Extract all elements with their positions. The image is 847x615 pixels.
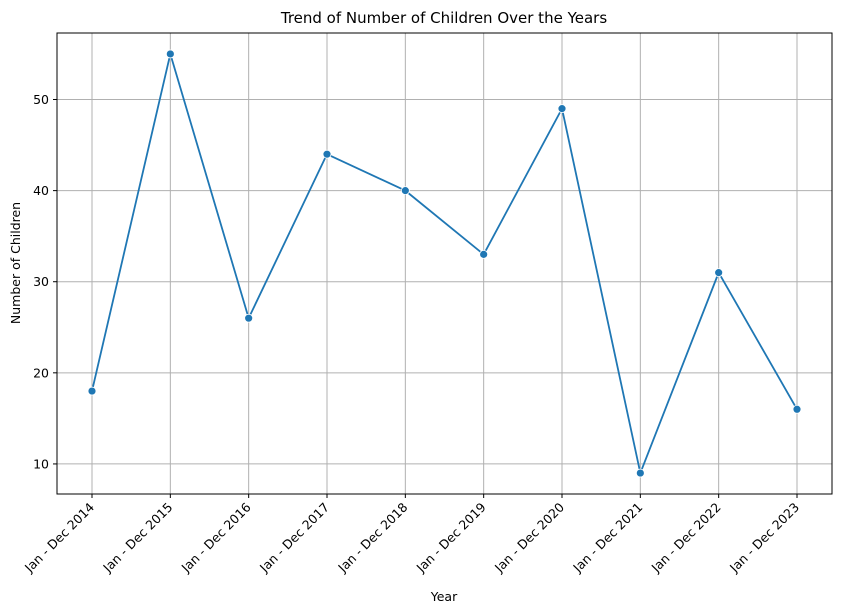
data-point — [635, 468, 645, 478]
x-tick-label: Jan - Dec 2017 — [256, 500, 332, 576]
data-point — [792, 404, 802, 414]
data-point — [479, 249, 489, 259]
x-tick-label: Jan - Dec 2023 — [726, 500, 802, 576]
x-axis-label: Year — [430, 589, 458, 604]
data-point — [400, 186, 410, 196]
x-tick-label: Jan - Dec 2015 — [99, 500, 175, 576]
data-point — [322, 149, 332, 159]
x-tick-label: Jan - Dec 2014 — [21, 499, 97, 575]
chart-title: Trend of Number of Children Over the Yea… — [280, 9, 607, 27]
data-point — [557, 104, 567, 114]
plot-frame — [56, 32, 833, 495]
data-point — [244, 313, 254, 323]
y-tick-label: 50 — [33, 92, 49, 107]
x-tick-label: Jan - Dec 2016 — [178, 499, 254, 575]
data-point — [714, 268, 724, 278]
x-tick-label: Jan - Dec 2020 — [491, 499, 567, 575]
grid-layer — [57, 33, 832, 494]
x-tick-label: Jan - Dec 2021 — [569, 500, 645, 576]
x-tick-label: Jan - Dec 2018 — [334, 499, 410, 575]
y-axis-label: Number of Children — [8, 202, 23, 324]
y-tick-label: 20 — [33, 365, 49, 380]
series-line — [91, 53, 798, 474]
data-point — [87, 386, 97, 396]
y-tick-label: 10 — [33, 456, 49, 471]
y-tick-label: 40 — [33, 183, 49, 198]
series-layer — [87, 49, 802, 478]
x-tick-label: Jan - Dec 2022 — [648, 500, 724, 576]
tick-layer: Jan - Dec 2014 Jan - Dec 2015 Jan - Dec 20… — [21, 92, 802, 576]
x-tick-label: Jan - Dec 2019 — [413, 499, 489, 575]
y-tick-label: 30 — [33, 274, 49, 289]
data-point — [165, 49, 175, 59]
